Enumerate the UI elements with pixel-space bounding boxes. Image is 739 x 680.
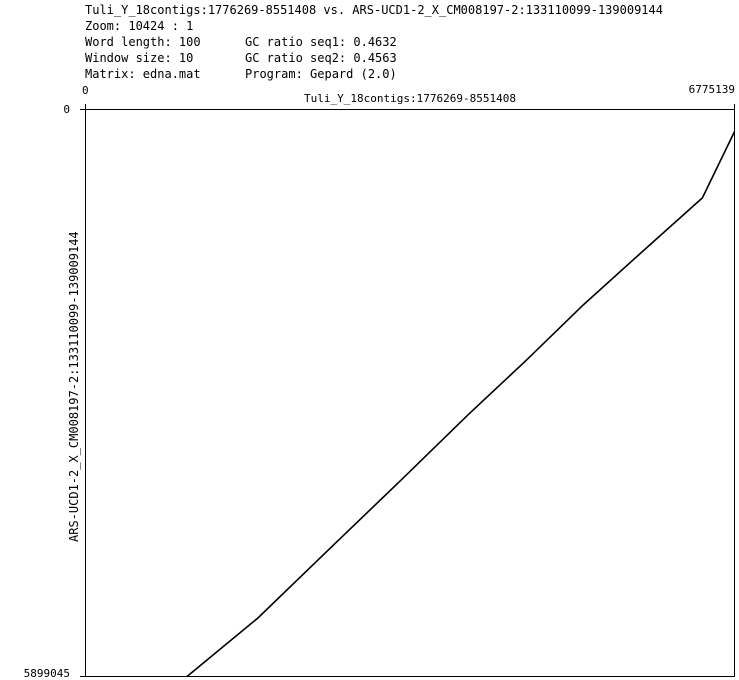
alignment-diagonal-0: [186, 131, 736, 678]
y-tick-label-end: 5899045: [23, 667, 70, 680]
alignment-title: Tuli_Y_18contigs:1776269-8551408 vs. ARS…: [85, 3, 663, 17]
x-tick-label-end: 6775139: [688, 83, 735, 96]
word-length-info: Word length: 100: [85, 35, 201, 49]
zoom-info: Zoom: 10424 : 1: [85, 19, 194, 33]
gc-ratio-seq1: GC ratio seq1: 0.4632: [245, 35, 397, 49]
y-tick-label-start: 0: [63, 103, 70, 116]
x-tick-label-start: 0: [82, 84, 89, 97]
program-info: Program: Gepard (2.0): [245, 67, 397, 81]
gc-ratio-seq2: GC ratio seq2: 0.4563: [245, 51, 397, 65]
x-axis-title: Tuli_Y_18contigs:1776269-8551408: [304, 92, 516, 105]
matrix-info: Matrix: edna.mat: [85, 67, 201, 81]
plot-frame: [85, 109, 735, 677]
window-size-info: Window size: 10: [85, 51, 194, 65]
